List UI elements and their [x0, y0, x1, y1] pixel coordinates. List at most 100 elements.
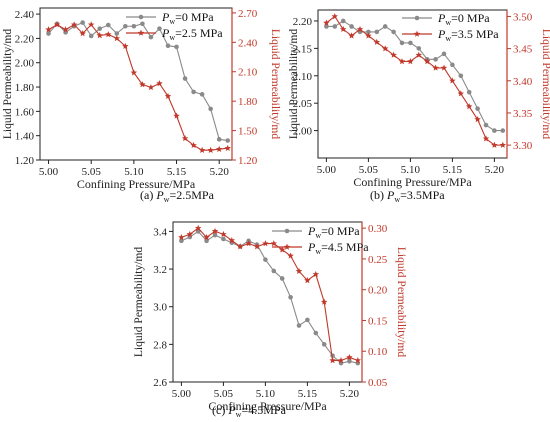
panel-b-series-gray-point	[332, 24, 338, 29]
panel-a-y-tick-label: 1.20	[15, 155, 35, 167]
panel-b-series-red-point	[398, 58, 406, 65]
panel-a-series-red-point	[87, 21, 95, 28]
panel-a-series-red-point	[190, 141, 197, 149]
panel-a-series-red-point	[173, 112, 180, 119]
panel-a-series-gray-point	[140, 21, 145, 27]
panel-b-x-tick-label: 5.00	[317, 164, 337, 176]
panel-b-legend-marker	[414, 15, 420, 21]
panel-b-legend-subscript: w	[445, 18, 451, 27]
panel-c-series-red-point	[253, 243, 261, 250]
panel-b: 5.00 5.05 5.10 5.15 5.20 2.00 2.05 2.10 2.15 2.20…	[288, 9, 550, 204]
panel-c-series-gray-line	[181, 230, 358, 364]
panel-a-series-red-point	[164, 92, 172, 100]
panel-b-series-gray-point	[340, 18, 346, 24]
panel-b-y2-tick-label: 3.50	[513, 11, 533, 23]
panel-a-y2-axis-title: Liquid Permeability/md	[269, 29, 281, 139]
panel-a-series-gray-point	[182, 76, 188, 81]
panel-c-series-red-point	[211, 227, 219, 234]
panel-a-legend-marker	[137, 29, 145, 36]
panel-c-y2-tick-label: 0.15	[368, 315, 388, 327]
panel-b-legend-subscript: w	[445, 34, 451, 43]
panel-c-series-red-point	[354, 357, 362, 364]
panel-a-y-tick-label: 2.40	[15, 9, 35, 21]
panel-b-y2-tick-label: 3.35	[513, 108, 533, 120]
panel-c-legend-subscript: w	[315, 247, 321, 256]
panel-b-legend-variable: P	[437, 27, 446, 41]
panel-a-series-gray-point	[225, 138, 231, 143]
panel-b-series-red-point	[482, 135, 490, 142]
panel-a-series-gray-point	[199, 92, 205, 97]
panel-b-y2-tick-label: 3.40	[513, 76, 533, 88]
panel-a-series-red-point	[79, 30, 86, 37]
panel-b-y-tick-label: 2.05	[293, 98, 313, 110]
panel-b-series-red-point	[365, 32, 372, 39]
panel-c-series-red-point	[270, 240, 278, 247]
panel-b-y2-tick-label: 3.30	[513, 140, 533, 152]
panel-c-series-gray-point	[296, 323, 302, 328]
panel-b-y2-axis-title: Liquid Permeability/md	[540, 29, 550, 139]
panel-c-legend-suffix: =0 MPa	[321, 224, 360, 238]
panel-c-series-red-point	[228, 237, 236, 244]
panel-b-series-red-point	[407, 58, 414, 65]
panel-c-series-gray-point	[347, 358, 352, 364]
panel-b-series-red-point	[339, 25, 347, 33]
panel-c-series-gray-point	[305, 317, 310, 323]
panel-b-series-red-point	[323, 19, 330, 26]
panel-c-series-red-line	[181, 227, 358, 362]
panel-b-series-gray-point	[366, 29, 371, 35]
panel-b-series-red-point	[465, 103, 473, 110]
panel-c-y2-tick-label: 0.20	[368, 285, 388, 297]
panel-a-x-tick-label: 5.20	[210, 166, 230, 178]
panel-a-legend-suffix: =0 MPa	[175, 10, 214, 24]
panel-b-series-gray-point	[382, 24, 388, 29]
panel-c-series-gray-point	[212, 232, 218, 238]
panel-b-series-gray-point	[416, 46, 422, 51]
panel-c-legend-subscript: w	[315, 231, 321, 240]
panel-c-legend-entry: Pw=4.5 MPa	[307, 240, 369, 256]
panel-c-y2-tick-label: 0.25	[368, 254, 388, 266]
panel-a-series-red-point	[224, 144, 231, 151]
panel-a-series-red-point	[130, 69, 138, 76]
panel-b-y-tick-label: 2.00	[293, 126, 313, 138]
panel-c-series-gray-point	[288, 294, 293, 300]
panel-a-series-gray-point	[97, 26, 103, 31]
panel-a-legend-entry: Pw=0 MPa	[161, 10, 214, 26]
panel-a-series-red-point	[53, 21, 61, 28]
panel-c-series-gray-point	[279, 276, 285, 281]
panel-a-series-red-point	[139, 81, 146, 88]
panel-a-series-gray-point	[80, 20, 85, 25]
panel-b-caption-subscript: w	[394, 195, 400, 204]
panel-b-series-red-point	[348, 32, 355, 39]
panel-b-series-gray-point	[492, 128, 497, 133]
panel-c-y-tick-label: 2.8	[153, 339, 167, 351]
panel-c-series-red-point	[312, 270, 320, 278]
panel-c-legend-variable: P	[307, 224, 316, 238]
panel-c-y-axis-title: Liquid Permeability/md	[133, 247, 145, 357]
panel-c-series-red	[178, 224, 362, 364]
panel-a-legend-subscript: w	[169, 33, 175, 42]
panel-b-series-red-point	[415, 51, 423, 58]
panel-c-y2-axis-title: Liquid Permeability/md	[395, 247, 407, 357]
panel-a-legend-variable: P	[161, 10, 170, 24]
panel-c-legend-variable: P	[307, 240, 316, 254]
panel-c-series-red-point	[304, 277, 311, 284]
panel-c-caption-subscript: w	[236, 410, 242, 419]
panel-a-x-tick-label: 5.10	[124, 166, 144, 178]
panel-c-y2-tick-label: 0.05	[368, 377, 388, 389]
panel-a-y-tick-label: 1.60	[15, 106, 35, 118]
panel-c-caption-suffix: =4.5MPa	[241, 403, 286, 417]
panel-a-series-gray	[46, 20, 231, 143]
panel-a-series-gray-point	[165, 43, 171, 48]
panel-a-series-red-point	[122, 42, 129, 49]
panel-b-legend-variable: P	[437, 11, 446, 25]
panel-b-x-tick-label: 5.05	[359, 164, 379, 176]
panel-c-series-red-point	[346, 353, 353, 361]
panel-b-caption-variable: P	[386, 188, 395, 202]
panel-b-series-gray-point	[408, 40, 413, 46]
panel-a-y2-tick-label: 1.20	[238, 155, 258, 167]
panel-c-series-gray	[179, 229, 361, 366]
panel-c-legend-marker	[284, 228, 290, 234]
panel-b-series-red-point	[423, 58, 431, 65]
